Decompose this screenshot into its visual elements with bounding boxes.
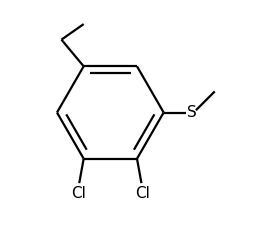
Text: Cl: Cl bbox=[71, 186, 85, 201]
Text: S: S bbox=[187, 105, 196, 120]
Text: Cl: Cl bbox=[135, 186, 150, 201]
